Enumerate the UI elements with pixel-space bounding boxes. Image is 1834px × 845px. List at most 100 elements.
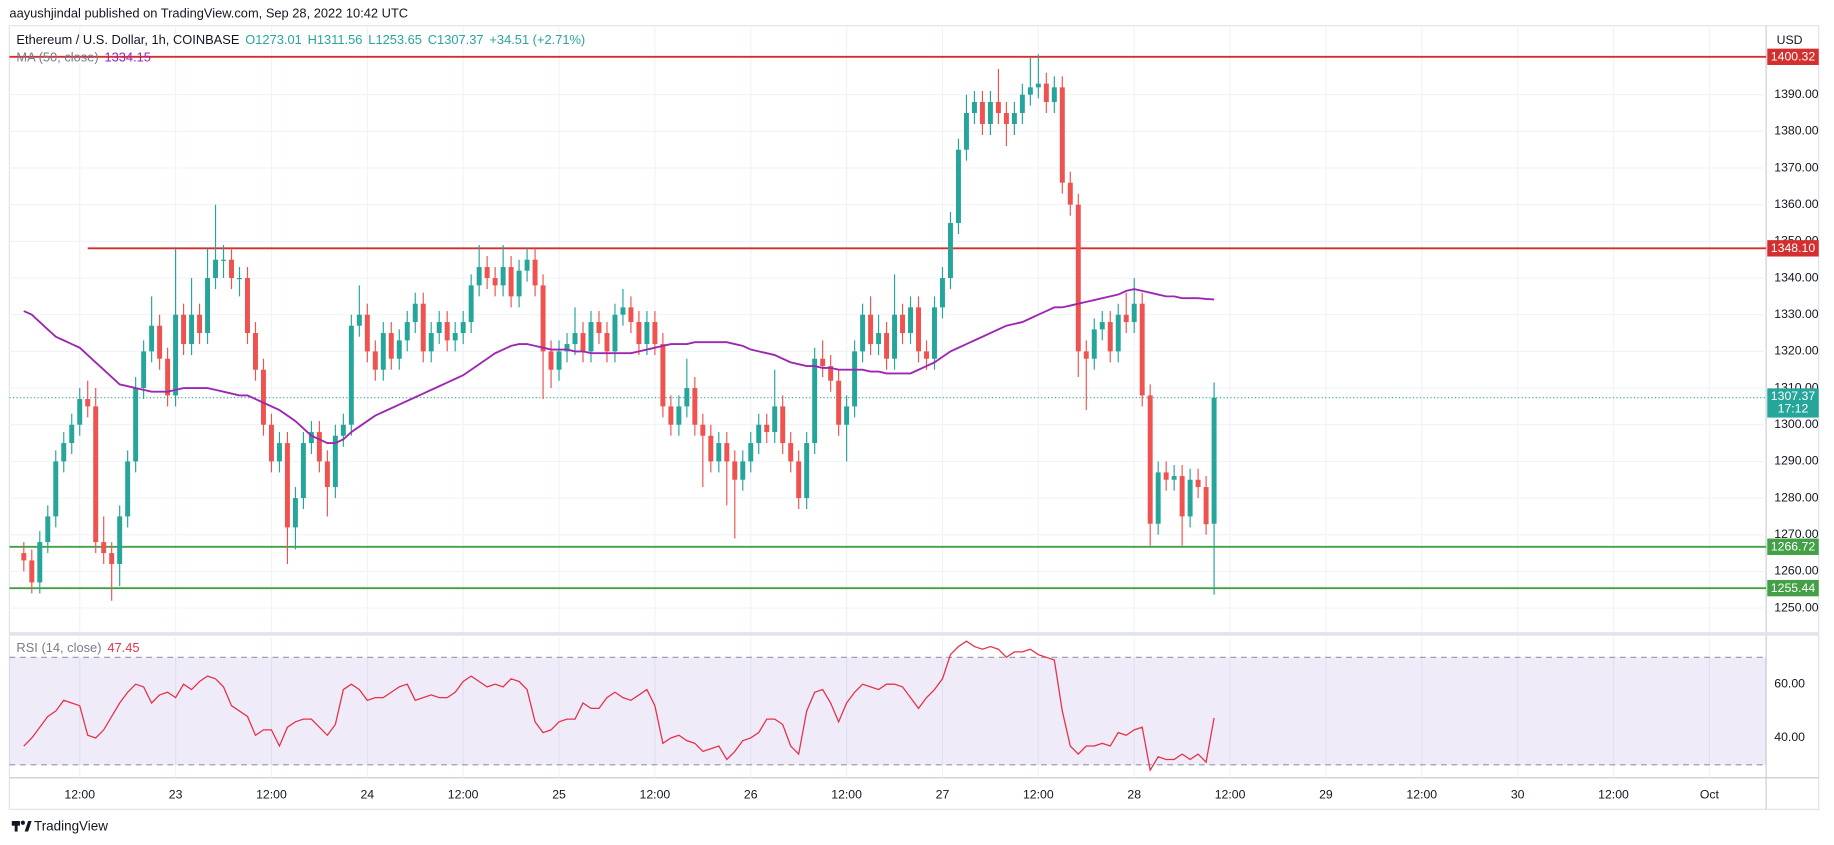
legend-layer: Ethereum / U.S. Dollar, 1h, COINBASE O127… [16,32,585,655]
level-badge [1767,579,1819,597]
candle-body [468,285,474,323]
candle-body [268,424,274,462]
candle-body [979,102,985,125]
logo-part [24,821,32,832]
x-tick-label: 25 [552,788,566,802]
candle-body [348,325,354,425]
candle-body [221,259,226,261]
y-tick-label: 1300.00 [1774,417,1819,431]
currency-label: USD [1777,33,1803,47]
level-layer [9,55,1767,590]
candle-body [444,322,450,341]
candle-body [149,325,155,352]
candle-body [804,443,810,499]
candle-body [1051,87,1057,103]
quote-value: +34.51 (+2.71%) [489,32,585,47]
candle-body [836,380,842,425]
candle-body [548,351,554,370]
candle-body [1171,476,1177,480]
candle-body [229,259,234,279]
candle-body [237,278,242,280]
candle-body [356,314,362,326]
x-tick-label: 12:00 [1023,788,1054,802]
candle-body [1147,395,1153,524]
candle-body [924,351,929,359]
candle-body [404,322,410,341]
footer-logo [11,820,32,832]
candle-body [53,461,59,517]
candle-body [21,553,27,561]
candle-body [245,278,250,334]
candle-body [772,406,778,433]
candle-body [1059,87,1065,183]
candle-body [612,314,618,352]
candle-body [644,322,650,345]
y-tick-label: 1390.00 [1774,87,1819,101]
candle-body [308,432,314,444]
series-legend: MA (50, close) 1334.15 [16,50,151,65]
candle-body [292,498,298,528]
candle-body [197,314,203,334]
series-legend: RSI (14, close) 47.45 [16,640,139,655]
candle-body [1123,314,1129,323]
symbol-legend: Ethereum / U.S. Dollar, 1h, COINBASE O127… [16,32,585,47]
candle-body [604,333,610,352]
candle-body [947,223,953,279]
candle-body [636,322,642,345]
level-badge [1767,48,1819,66]
y-tick-label: 1250.00 [1774,600,1819,614]
candle-body [396,340,402,359]
candle-body [564,344,570,352]
candle-body [676,406,682,425]
candle-body [508,267,514,297]
candle-body [860,314,866,352]
x-tick-label: 24 [360,788,374,802]
candle-body [812,358,818,444]
line-layer [23,288,1215,773]
candle-body [684,388,690,407]
candle-body [412,303,418,323]
candle-body [1107,322,1113,352]
x-tick-label: 12:00 [448,788,479,802]
candle-body [1035,83,1041,88]
logo-part [14,821,18,832]
candle-body [428,333,434,352]
candle-body [476,267,482,286]
candle-body [532,259,538,286]
candle-body [37,542,43,583]
candle-body [1043,83,1049,103]
candle-body [133,388,139,462]
candle-body [492,278,498,286]
last-price-badge [1767,388,1819,418]
candle-body [1163,472,1169,480]
candle-body [1011,113,1017,125]
candle-body [796,461,802,499]
series-value: 47.45 [107,640,139,655]
last-price-label: 1307.37 [1771,389,1816,403]
candle-body [284,443,290,528]
candle-body [332,435,338,488]
candle-body [364,314,370,352]
candle-body [660,344,666,407]
candle-body [181,314,187,345]
candle-layer [21,54,1217,601]
candle-body [260,369,266,425]
series-name: MA (50, close) [16,50,98,65]
candle-body [85,399,91,407]
candle-body [732,461,738,480]
series-name: RSI (14, close) [16,640,101,655]
header: aayushjindal published on TradingView.co… [9,5,408,20]
candle-body [516,270,522,297]
level-badge-label: 1255.44 [1771,581,1816,595]
y-tick-label: 1340.00 [1774,270,1819,284]
y-tick-label: 1370.00 [1774,160,1819,174]
quote-value: L1253.65 [368,32,422,47]
candle-body [987,102,993,125]
candle-body [995,102,1001,114]
candle-body [29,560,35,583]
candle-body [1067,182,1073,205]
candle-body [756,424,762,444]
candle-body [580,333,586,352]
candle-body [588,322,594,352]
